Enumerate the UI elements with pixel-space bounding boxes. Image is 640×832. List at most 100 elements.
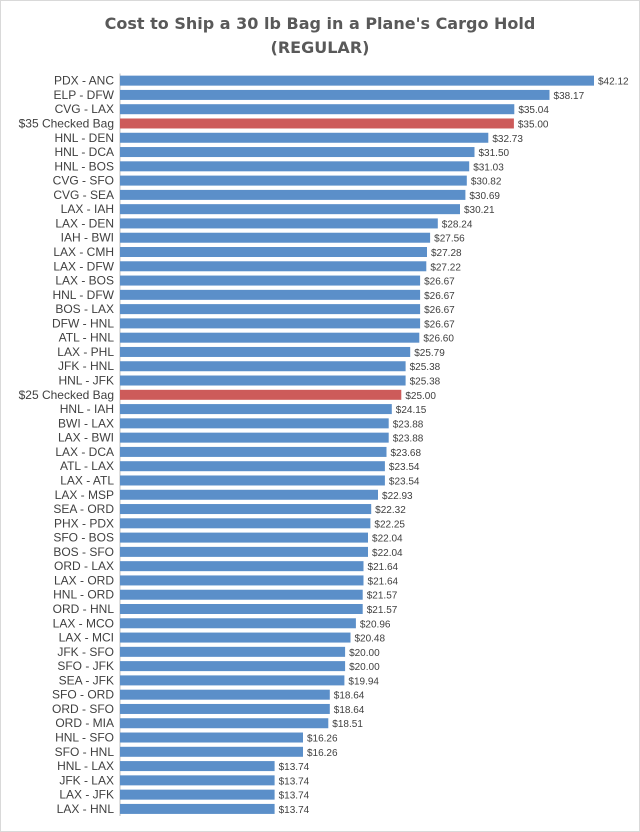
category-label: LAX - HNL xyxy=(57,802,115,816)
category-label: ORD - LAX xyxy=(54,559,114,573)
category-label: HNL - IAH xyxy=(60,402,114,416)
bar xyxy=(120,218,438,229)
category-label: PHX - PDX xyxy=(54,516,114,530)
bar xyxy=(120,646,346,657)
bar xyxy=(120,746,303,757)
category-label: SFO - ORD xyxy=(52,688,114,702)
bar xyxy=(120,232,431,243)
data-label: $31.03 xyxy=(473,162,504,173)
bar xyxy=(120,289,421,300)
category-label: LAX - CMH xyxy=(53,245,114,259)
bar xyxy=(120,147,475,158)
data-label: $30.82 xyxy=(471,177,502,188)
bar xyxy=(120,532,368,543)
category-label: LAX - MSP xyxy=(55,488,114,502)
category-label: ORD - HNL xyxy=(53,602,115,616)
category-label: LAX - DCA xyxy=(55,445,114,459)
data-label: $21.57 xyxy=(367,591,398,602)
category-label: CVG - SEA xyxy=(53,188,114,202)
bar xyxy=(120,546,368,557)
category-label: PDX - ANC xyxy=(54,74,114,88)
bar xyxy=(120,161,470,172)
data-label: $16.26 xyxy=(307,734,338,745)
bar xyxy=(120,789,275,800)
data-label: $20.00 xyxy=(349,648,380,659)
data-label: $22.93 xyxy=(382,491,413,502)
data-label: $16.26 xyxy=(307,748,338,759)
data-label: $18.64 xyxy=(334,705,365,716)
data-label: $26.67 xyxy=(424,291,455,302)
category-label: HNL - DCA xyxy=(54,145,114,159)
category-label: $25 Checked Bag xyxy=(19,388,114,402)
data-label: $38.17 xyxy=(554,91,585,102)
category-label: HNL - ORD xyxy=(53,588,114,602)
data-label: $32.73 xyxy=(492,134,523,145)
bar xyxy=(120,518,371,529)
data-label: $25.38 xyxy=(410,377,441,388)
bar xyxy=(120,418,389,429)
category-label: ORD - SFO xyxy=(52,702,114,716)
category-label: DFW - HNL xyxy=(52,316,114,330)
bar xyxy=(120,261,427,272)
data-label: $18.51 xyxy=(332,719,363,730)
data-label: $23.54 xyxy=(389,462,420,473)
category-label: JFK - SFO xyxy=(57,645,114,659)
bar xyxy=(120,104,515,115)
category-label: ATL - HNL xyxy=(59,331,115,345)
data-label: $30.69 xyxy=(469,191,500,202)
bar xyxy=(120,703,330,714)
data-label: $20.96 xyxy=(360,619,391,630)
category-label: LAX - BWI xyxy=(58,431,114,445)
bar xyxy=(120,803,275,814)
data-label: $27.56 xyxy=(434,234,465,245)
data-label: $13.74 xyxy=(279,791,310,802)
data-label: $13.74 xyxy=(279,776,310,787)
data-label: $20.48 xyxy=(354,634,385,645)
bar xyxy=(120,661,346,672)
category-label: LAX - IAH xyxy=(61,202,114,216)
bar xyxy=(120,461,385,472)
category-label: IAH - BWI xyxy=(61,231,114,245)
bar xyxy=(120,75,594,86)
category-label: CVG - LAX xyxy=(55,102,114,116)
data-label: $25.00 xyxy=(405,391,436,402)
bar xyxy=(120,304,421,315)
category-label: JFK - HNL xyxy=(58,359,114,373)
category-label: SFO - JFK xyxy=(57,659,114,673)
bar xyxy=(120,718,329,729)
data-label: $28.24 xyxy=(442,219,473,230)
bar xyxy=(120,589,363,600)
bar xyxy=(120,504,372,515)
bar xyxy=(120,618,356,629)
data-label: $42.12 xyxy=(598,77,629,88)
bar xyxy=(120,475,385,486)
data-label: $24.15 xyxy=(396,405,427,416)
bar xyxy=(120,775,275,786)
data-label: $13.74 xyxy=(279,805,310,816)
category-label: HNL - JFK xyxy=(58,374,114,388)
data-label: $22.32 xyxy=(375,505,406,516)
bar xyxy=(120,675,345,686)
bar xyxy=(120,175,467,186)
bar xyxy=(120,761,275,772)
category-label: ATL - LAX xyxy=(60,459,114,473)
data-label: $21.64 xyxy=(368,562,399,573)
category-label: SFO - BOS xyxy=(53,531,114,545)
category-label: SFO - HNL xyxy=(55,745,115,759)
data-label: $21.64 xyxy=(368,576,399,587)
category-label: BWI - LAX xyxy=(58,416,114,430)
category-label: LAX - PHL xyxy=(57,345,114,359)
category-label: BOS - LAX xyxy=(55,302,114,316)
bar xyxy=(120,118,514,129)
bar xyxy=(120,604,363,614)
data-label: $27.22 xyxy=(430,262,461,273)
bar xyxy=(120,318,421,329)
data-label: $35.04 xyxy=(518,105,549,116)
category-label: CVG - SFO xyxy=(53,174,114,188)
category-label: HNL - SFO xyxy=(55,731,114,745)
data-label: $23.88 xyxy=(393,419,424,430)
category-label: LAX - ORD xyxy=(54,573,114,587)
bar xyxy=(120,689,330,700)
bar xyxy=(120,89,550,100)
